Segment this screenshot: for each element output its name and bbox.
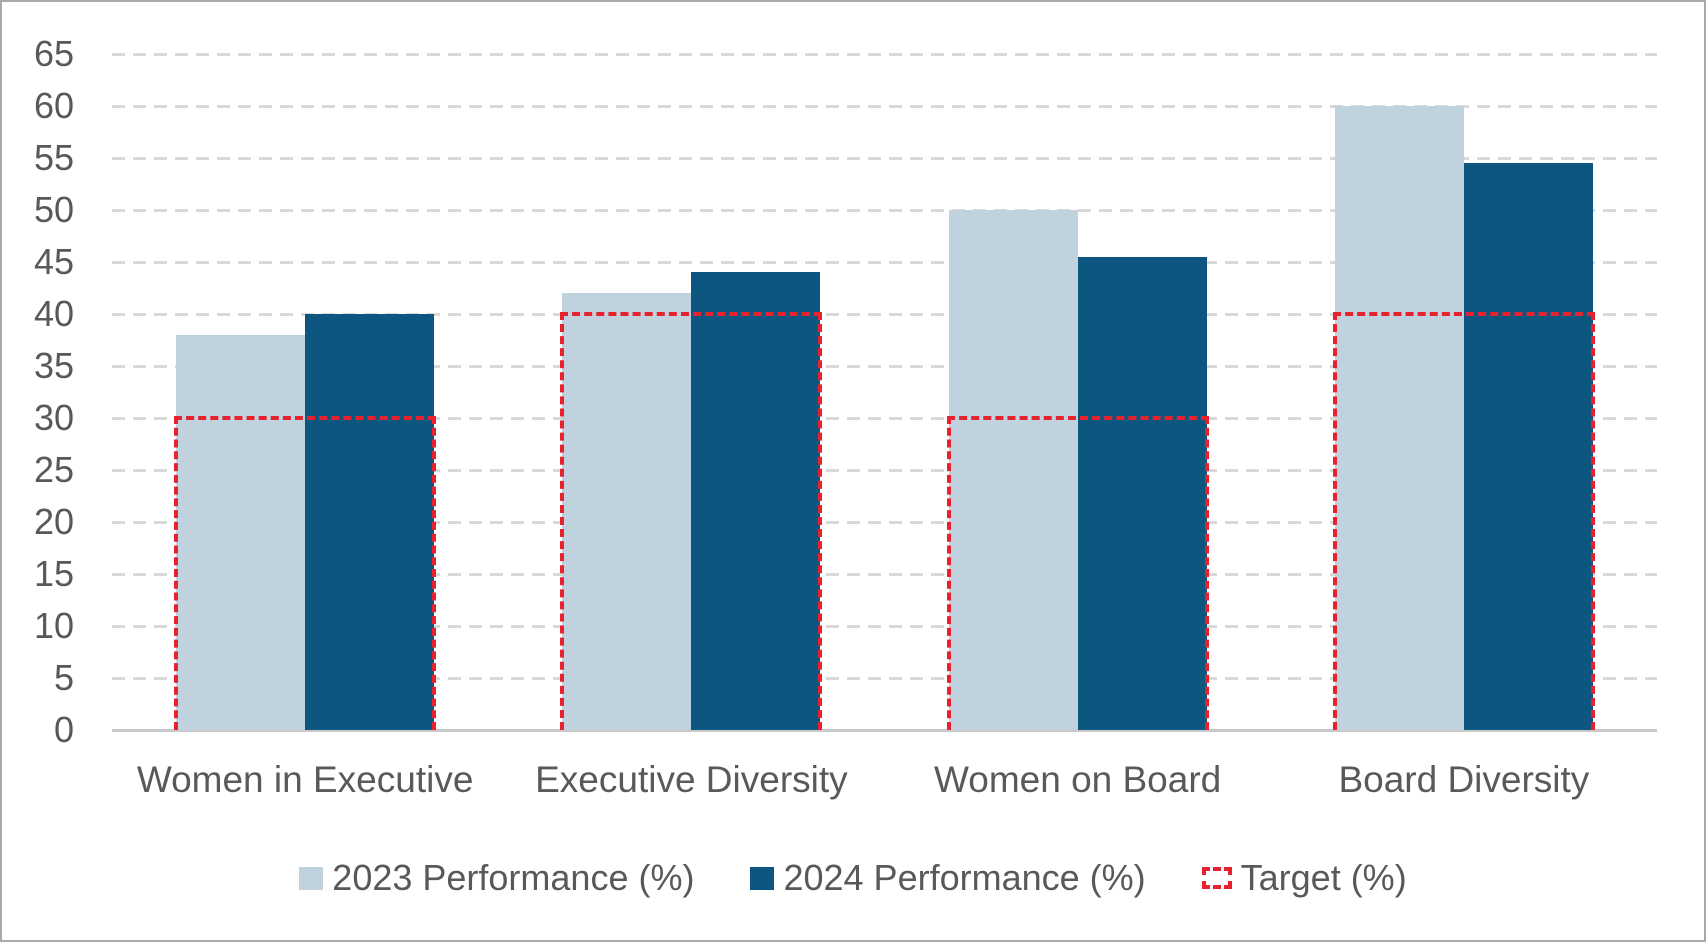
series-color-swatch-icon [750,866,775,890]
y-axis-tick-label: 55 [33,137,74,178]
bar-2023-performance [948,210,1078,730]
gridline [112,157,1657,160]
y-axis-tick-label: 10 [33,605,74,646]
y-axis-tick-label: 20 [33,501,74,542]
gridline [112,625,1657,628]
gridline [112,573,1657,576]
gridline [112,209,1657,212]
y-axis-tick-label: 60 [33,85,74,126]
gridline [112,53,1657,56]
series-color-swatch-icon [299,866,324,890]
gridline [112,521,1657,524]
y-axis-tick-label: 25 [33,449,74,490]
gridline [112,417,1657,420]
legend-label: 2024 Performance (%) [783,857,1146,898]
y-axis-tick-label: 40 [33,293,74,334]
gridline [112,261,1657,264]
gridline [112,313,1657,316]
target-outline [946,416,1209,730]
y-axis-tick-label: 0 [53,709,74,750]
bar-2023-performance [562,293,692,730]
legend: 2023 Performance (%) 2024 Performance (%)… [2,858,1704,898]
gridline [112,105,1657,108]
target-outline [1332,312,1595,730]
legend-item-2023: 2023 Performance (%) [299,858,694,898]
gridline [112,677,1657,680]
bar-2024-performance [691,272,821,730]
bar-2024-performance [305,314,435,730]
bar-2024-performance [1463,163,1593,730]
y-axis-tick-label: 5 [53,657,74,698]
y-axis-tick-label: 45 [33,241,74,282]
category-label: Board Diversity [1338,759,1590,800]
category-label: Executive Diversity [535,759,848,800]
y-axis-tick-label: 30 [33,397,74,438]
legend-item-target: Target (%) [1201,857,1407,898]
target-outline [174,416,437,730]
x-axis-line [112,729,1657,732]
bar-2023-performance [1334,106,1464,730]
legend-label: Target (%) [1240,857,1407,898]
gridline [112,469,1657,472]
bar-2023-performance [176,334,306,730]
y-axis-tick-label: 35 [33,345,74,386]
gridline [112,365,1657,368]
y-axis-tick-label: 15 [33,553,74,594]
bar-2024-performance [1077,256,1207,730]
y-axis-tick-label: 65 [33,33,74,74]
target-outline [560,312,823,730]
category-label: Women in Executive [136,759,474,800]
category-label: Women on Board [933,759,1222,800]
legend-item-2024: 2024 Performance (%) [750,857,1146,898]
y-axis-tick-label: 50 [33,189,74,230]
legend-label: 2023 Performance (%) [332,857,695,898]
target-dashed-swatch-icon [1201,867,1232,889]
